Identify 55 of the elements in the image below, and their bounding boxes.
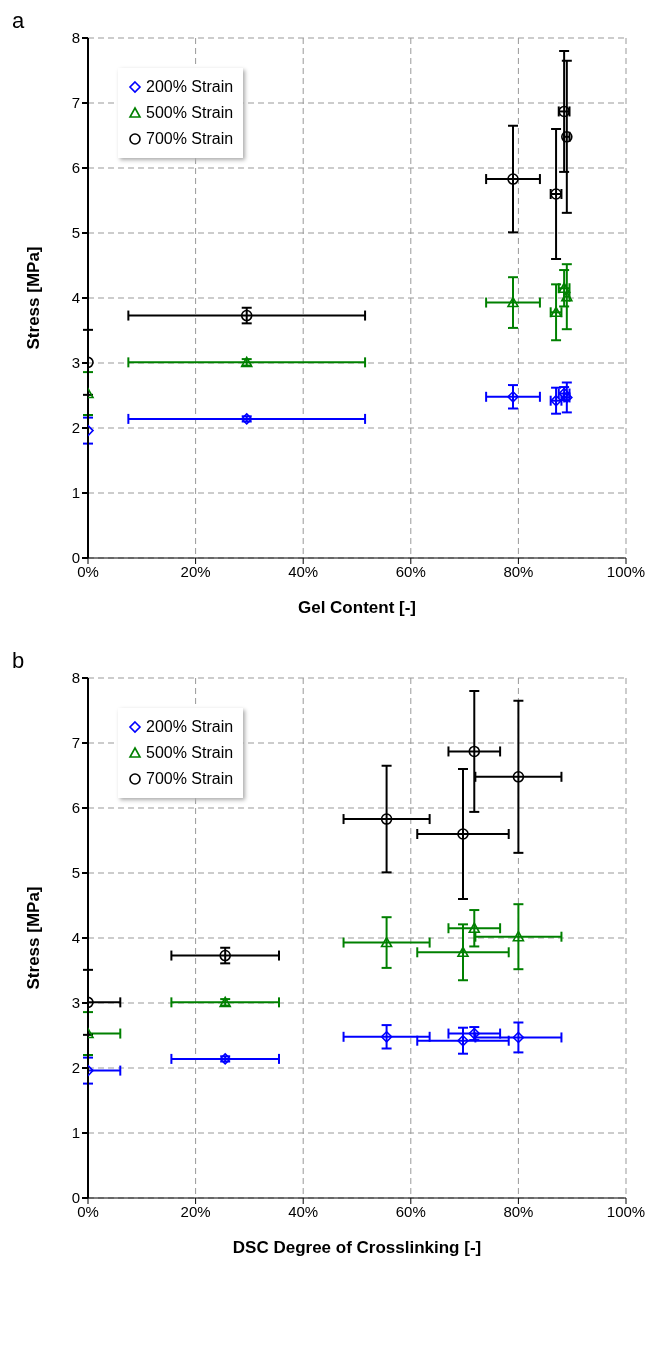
point (380, 1031, 393, 1043)
y-tick-label: 0 (71, 549, 80, 567)
x-tick-label: 60% (395, 1202, 426, 1220)
y-tick-label: 7 (71, 94, 80, 112)
y-tick-label: 5 (71, 864, 80, 882)
y-tick-label: 2 (71, 419, 80, 437)
y-axis-title: Stress [MPa] (24, 246, 44, 350)
y-tick-label: 0 (71, 1189, 80, 1207)
x-tick-label: 0% (77, 562, 99, 580)
x-tick-label: 60% (395, 562, 426, 580)
legend-label: 500% Strain (146, 743, 234, 763)
x-axis-title: DSC Degree of Crosslinking [-] (232, 1238, 482, 1257)
point (457, 946, 469, 958)
point (507, 173, 519, 185)
point (468, 745, 481, 758)
legend-label: 700% Strain (146, 769, 234, 789)
y-axis-title: Stress [MPa] (24, 886, 44, 990)
y-tick-label: 3 (71, 354, 80, 372)
point (468, 922, 481, 934)
x-tick-label: 80% (503, 562, 534, 580)
x-tick-label: 80% (503, 1202, 534, 1220)
y-tick-label: 4 (71, 929, 80, 947)
legend-label: 200% Strain (146, 717, 234, 737)
y-tick-label: 8 (71, 29, 80, 47)
y-tick-label: 1 (71, 1124, 80, 1142)
point (512, 1031, 525, 1044)
x-tick-label: 40% (288, 562, 319, 580)
point (457, 1034, 469, 1047)
y-tick-label: 7 (71, 734, 80, 752)
legend-label: 700% Strain (146, 129, 234, 149)
point (380, 813, 393, 825)
y-tick-label: 5 (71, 224, 80, 242)
x-axis-title: Gel Content [-] (297, 598, 417, 617)
x-tick-label: 20% (180, 562, 211, 580)
x-tick-label: 100% (606, 562, 646, 580)
chart-title: a (12, 8, 25, 34)
y-tick-label: 2 (71, 1059, 80, 1077)
y-tick-label: 3 (71, 994, 80, 1012)
x-tick-label: 0% (77, 1202, 99, 1220)
x-tick-label: 20% (180, 1202, 211, 1220)
point (507, 391, 519, 403)
legend-label: 500% Strain (146, 103, 234, 123)
point (380, 936, 393, 948)
y-tick-label: 8 (71, 669, 80, 687)
point (512, 930, 525, 942)
y-tick-label: 6 (71, 799, 80, 817)
x-tick-label: 100% (606, 1202, 646, 1220)
x-tick-label: 40% (288, 1202, 319, 1220)
y-tick-label: 6 (71, 159, 80, 177)
point (512, 771, 525, 783)
point (457, 828, 469, 840)
legend-label: 200% Strain (146, 77, 234, 97)
y-tick-label: 1 (71, 484, 80, 502)
chart-title: b (12, 648, 25, 674)
y-tick-label: 4 (71, 289, 80, 307)
